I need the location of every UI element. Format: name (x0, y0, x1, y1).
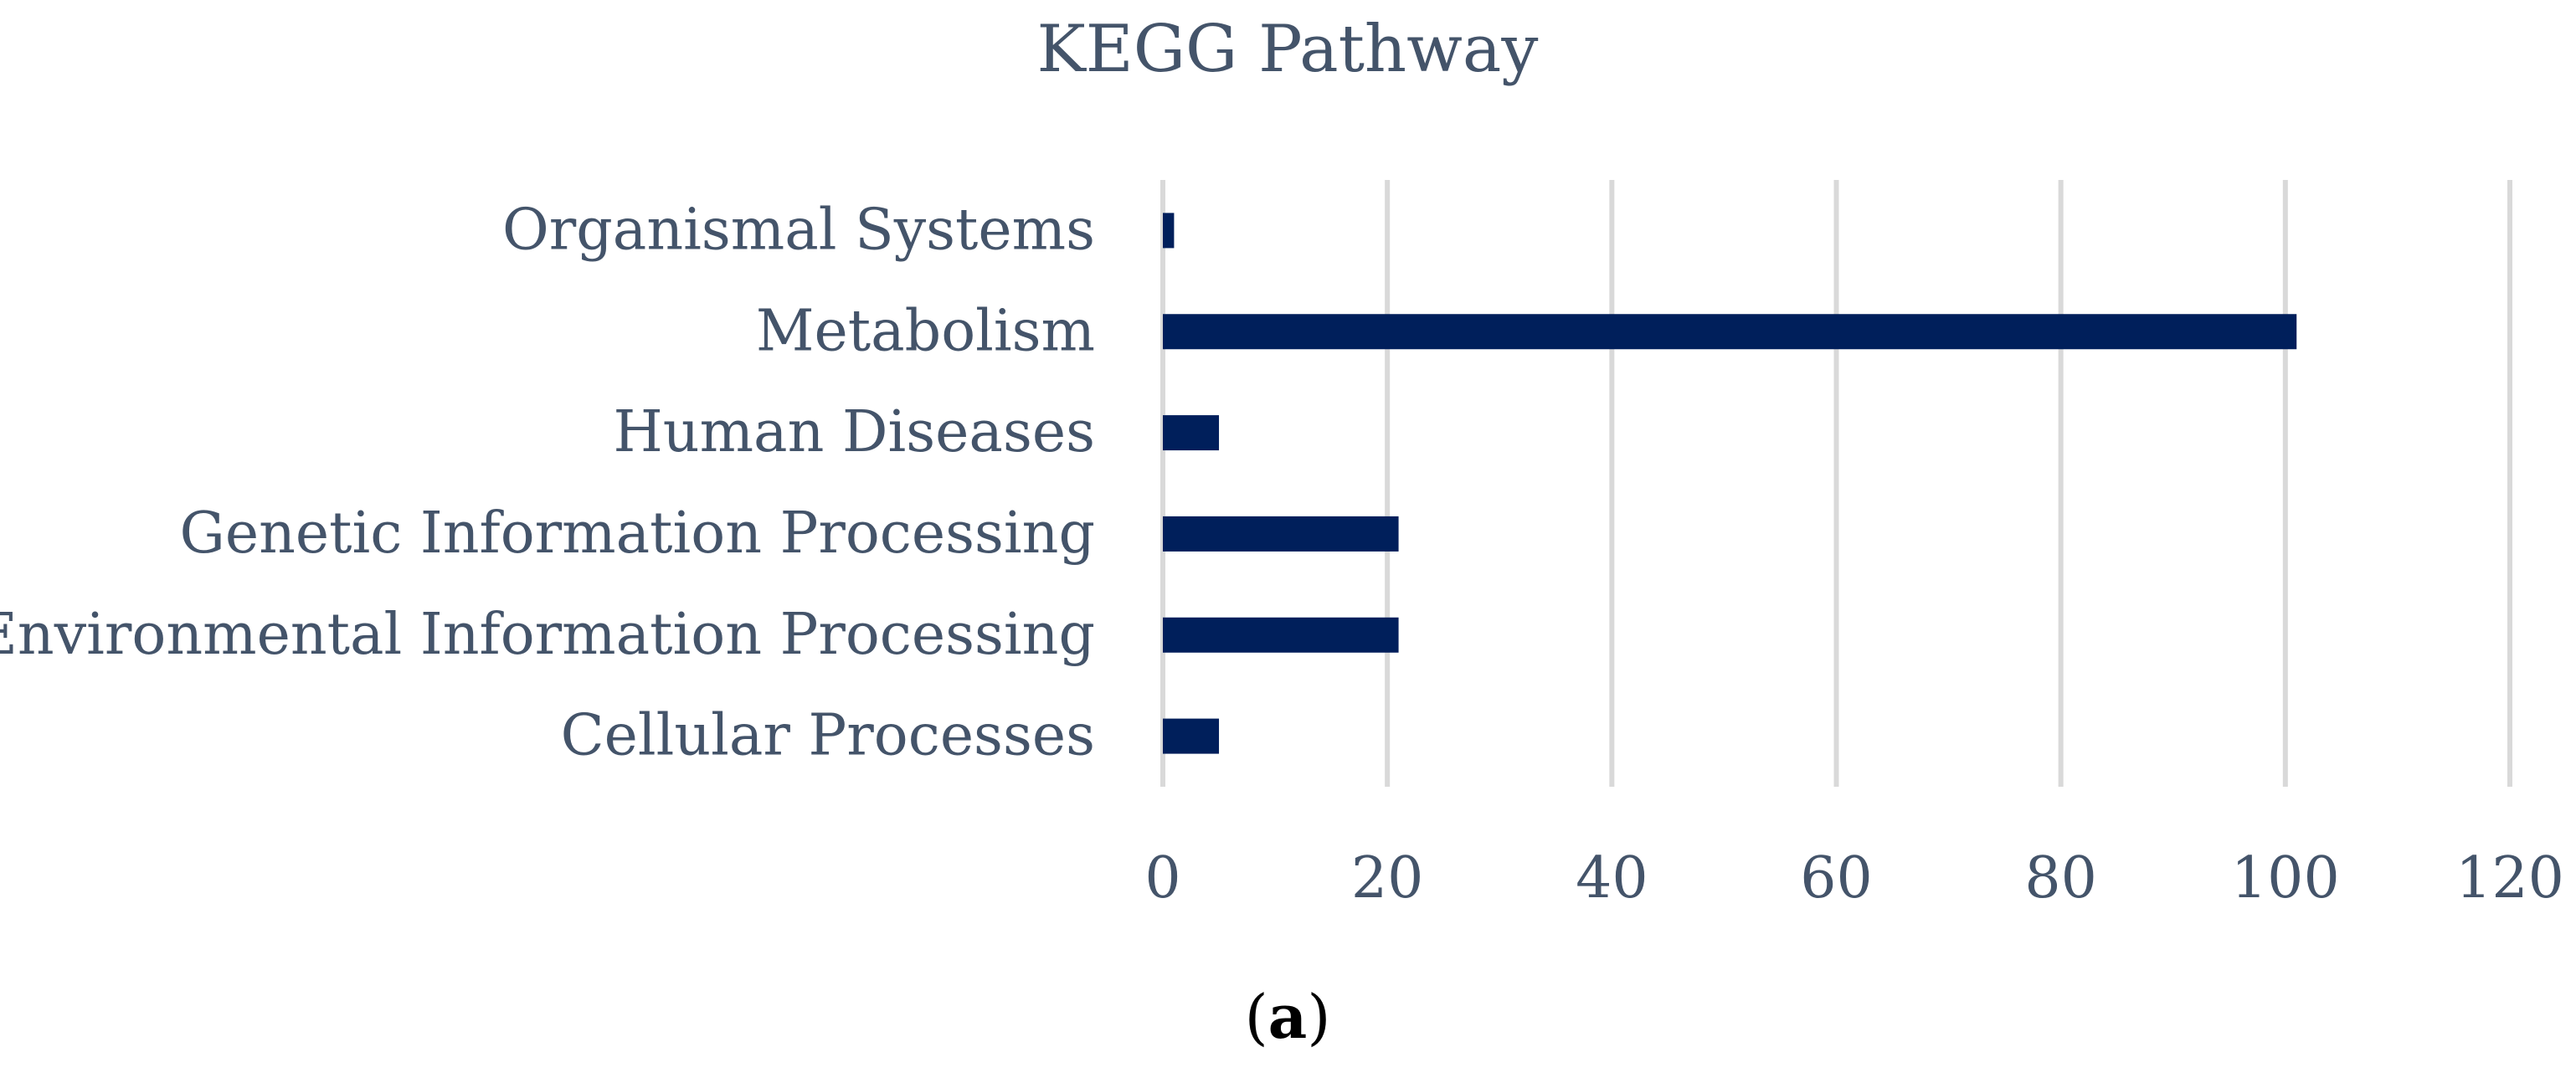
panel-label: (a) (1245, 981, 1331, 1052)
bar-organismal-systems (1163, 213, 1175, 249)
gridlines (1160, 180, 2512, 787)
category-label: Cellular Processes (561, 703, 1095, 769)
chart-title: KEGG Pathway (1036, 12, 1538, 87)
x-tick-label: 80 (2024, 845, 2097, 911)
category-labels: Organismal Systems Metabolism Human Diseas… (0, 197, 1095, 768)
x-tick-label: 120 (2455, 845, 2564, 911)
x-tick-label: 0 (1144, 845, 1180, 911)
x-tick-label: 20 (1351, 845, 1424, 911)
x-axis-tick-labels: 0 20 40 60 80 100 120 (1144, 845, 2564, 911)
x-tick-label: 60 (1800, 845, 1873, 911)
bar-metabolism (1163, 314, 2297, 350)
category-label: Organismal Systems (502, 197, 1095, 263)
panel-label-open: ( (1245, 982, 1268, 1052)
bar-cellular-processes (1163, 718, 1220, 754)
bar-human-diseases (1163, 415, 1220, 451)
x-tick-label: 100 (2231, 845, 2340, 911)
category-label: Metabolism (756, 298, 1095, 364)
x-tick-label: 40 (1576, 845, 1648, 911)
category-label: Human Diseases (613, 399, 1095, 465)
bar-genetic-information-processing (1163, 516, 1399, 552)
panel-label-close: ) (1307, 982, 1330, 1052)
category-label: Environmental Information Processing (0, 602, 1095, 668)
category-label: Genetic Information Processing (180, 501, 1095, 567)
bars (1163, 213, 2297, 754)
panel-label-letter: a (1268, 981, 1308, 1052)
bar-environmental-information-processing (1163, 617, 1399, 653)
